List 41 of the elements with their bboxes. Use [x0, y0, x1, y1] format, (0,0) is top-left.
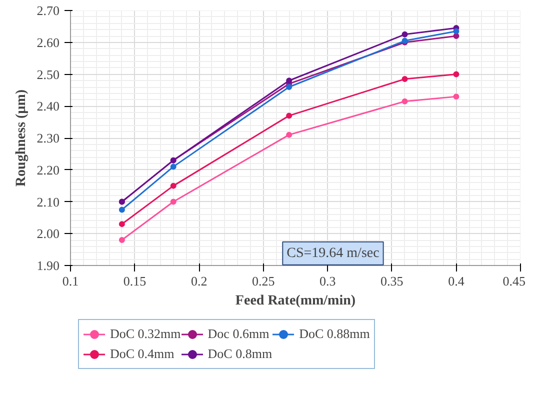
- legend-label: Doc 0.6mm: [208, 326, 270, 342]
- point: [118, 206, 125, 213]
- legend-label: DoC 0.32mm: [110, 326, 181, 342]
- x-tick-label: 0.35: [380, 274, 404, 288]
- x-tick-label: 0.45: [502, 274, 526, 288]
- point: [170, 164, 176, 170]
- x-tick-label: 0.2: [190, 274, 208, 288]
- point: [286, 78, 292, 84]
- legend-label: DoC 0.88mm: [299, 326, 370, 342]
- point: [118, 221, 125, 228]
- x-tick-label: 0.4: [448, 274, 465, 288]
- point: [286, 132, 292, 138]
- y-axis-title: Roughness (µm): [14, 89, 29, 187]
- point: [118, 237, 125, 243]
- y-tick-label: 2.10: [36, 194, 60, 210]
- y-tick-label: 2.30: [36, 130, 60, 146]
- legend-label: DoC 0.4mm: [110, 346, 174, 362]
- x-axis-title: Feed Rate(mm/min): [235, 294, 356, 308]
- x-tick-label: 0.1: [62, 274, 79, 288]
- y-tick-label: 2.00: [36, 226, 60, 242]
- point: [453, 94, 460, 100]
- legend-label: DoC 0.8mm: [208, 346, 272, 362]
- point: [286, 112, 292, 119]
- annotation: CS=19.64 m/sec: [286, 246, 380, 261]
- y-tick-label: 2.40: [36, 98, 60, 114]
- x-tick-label: 0.25: [252, 274, 275, 288]
- point: [286, 84, 292, 90]
- x-tick-label: 0.3: [320, 274, 336, 288]
- point: [402, 31, 408, 38]
- point: [453, 71, 460, 78]
- y-tick-label: 1.90: [36, 258, 60, 273]
- y-tick-label: 2.70: [36, 3, 60, 18]
- point: [402, 76, 408, 82]
- point: [402, 98, 408, 104]
- point: [453, 28, 460, 34]
- point: [170, 182, 176, 189]
- y-tick-label: 2.60: [36, 34, 60, 50]
- y-tick-label: 2.20: [36, 162, 60, 178]
- x-tick-label: 0.15: [123, 274, 146, 288]
- y-tick-label: 2.50: [36, 66, 60, 82]
- point: [170, 198, 176, 205]
